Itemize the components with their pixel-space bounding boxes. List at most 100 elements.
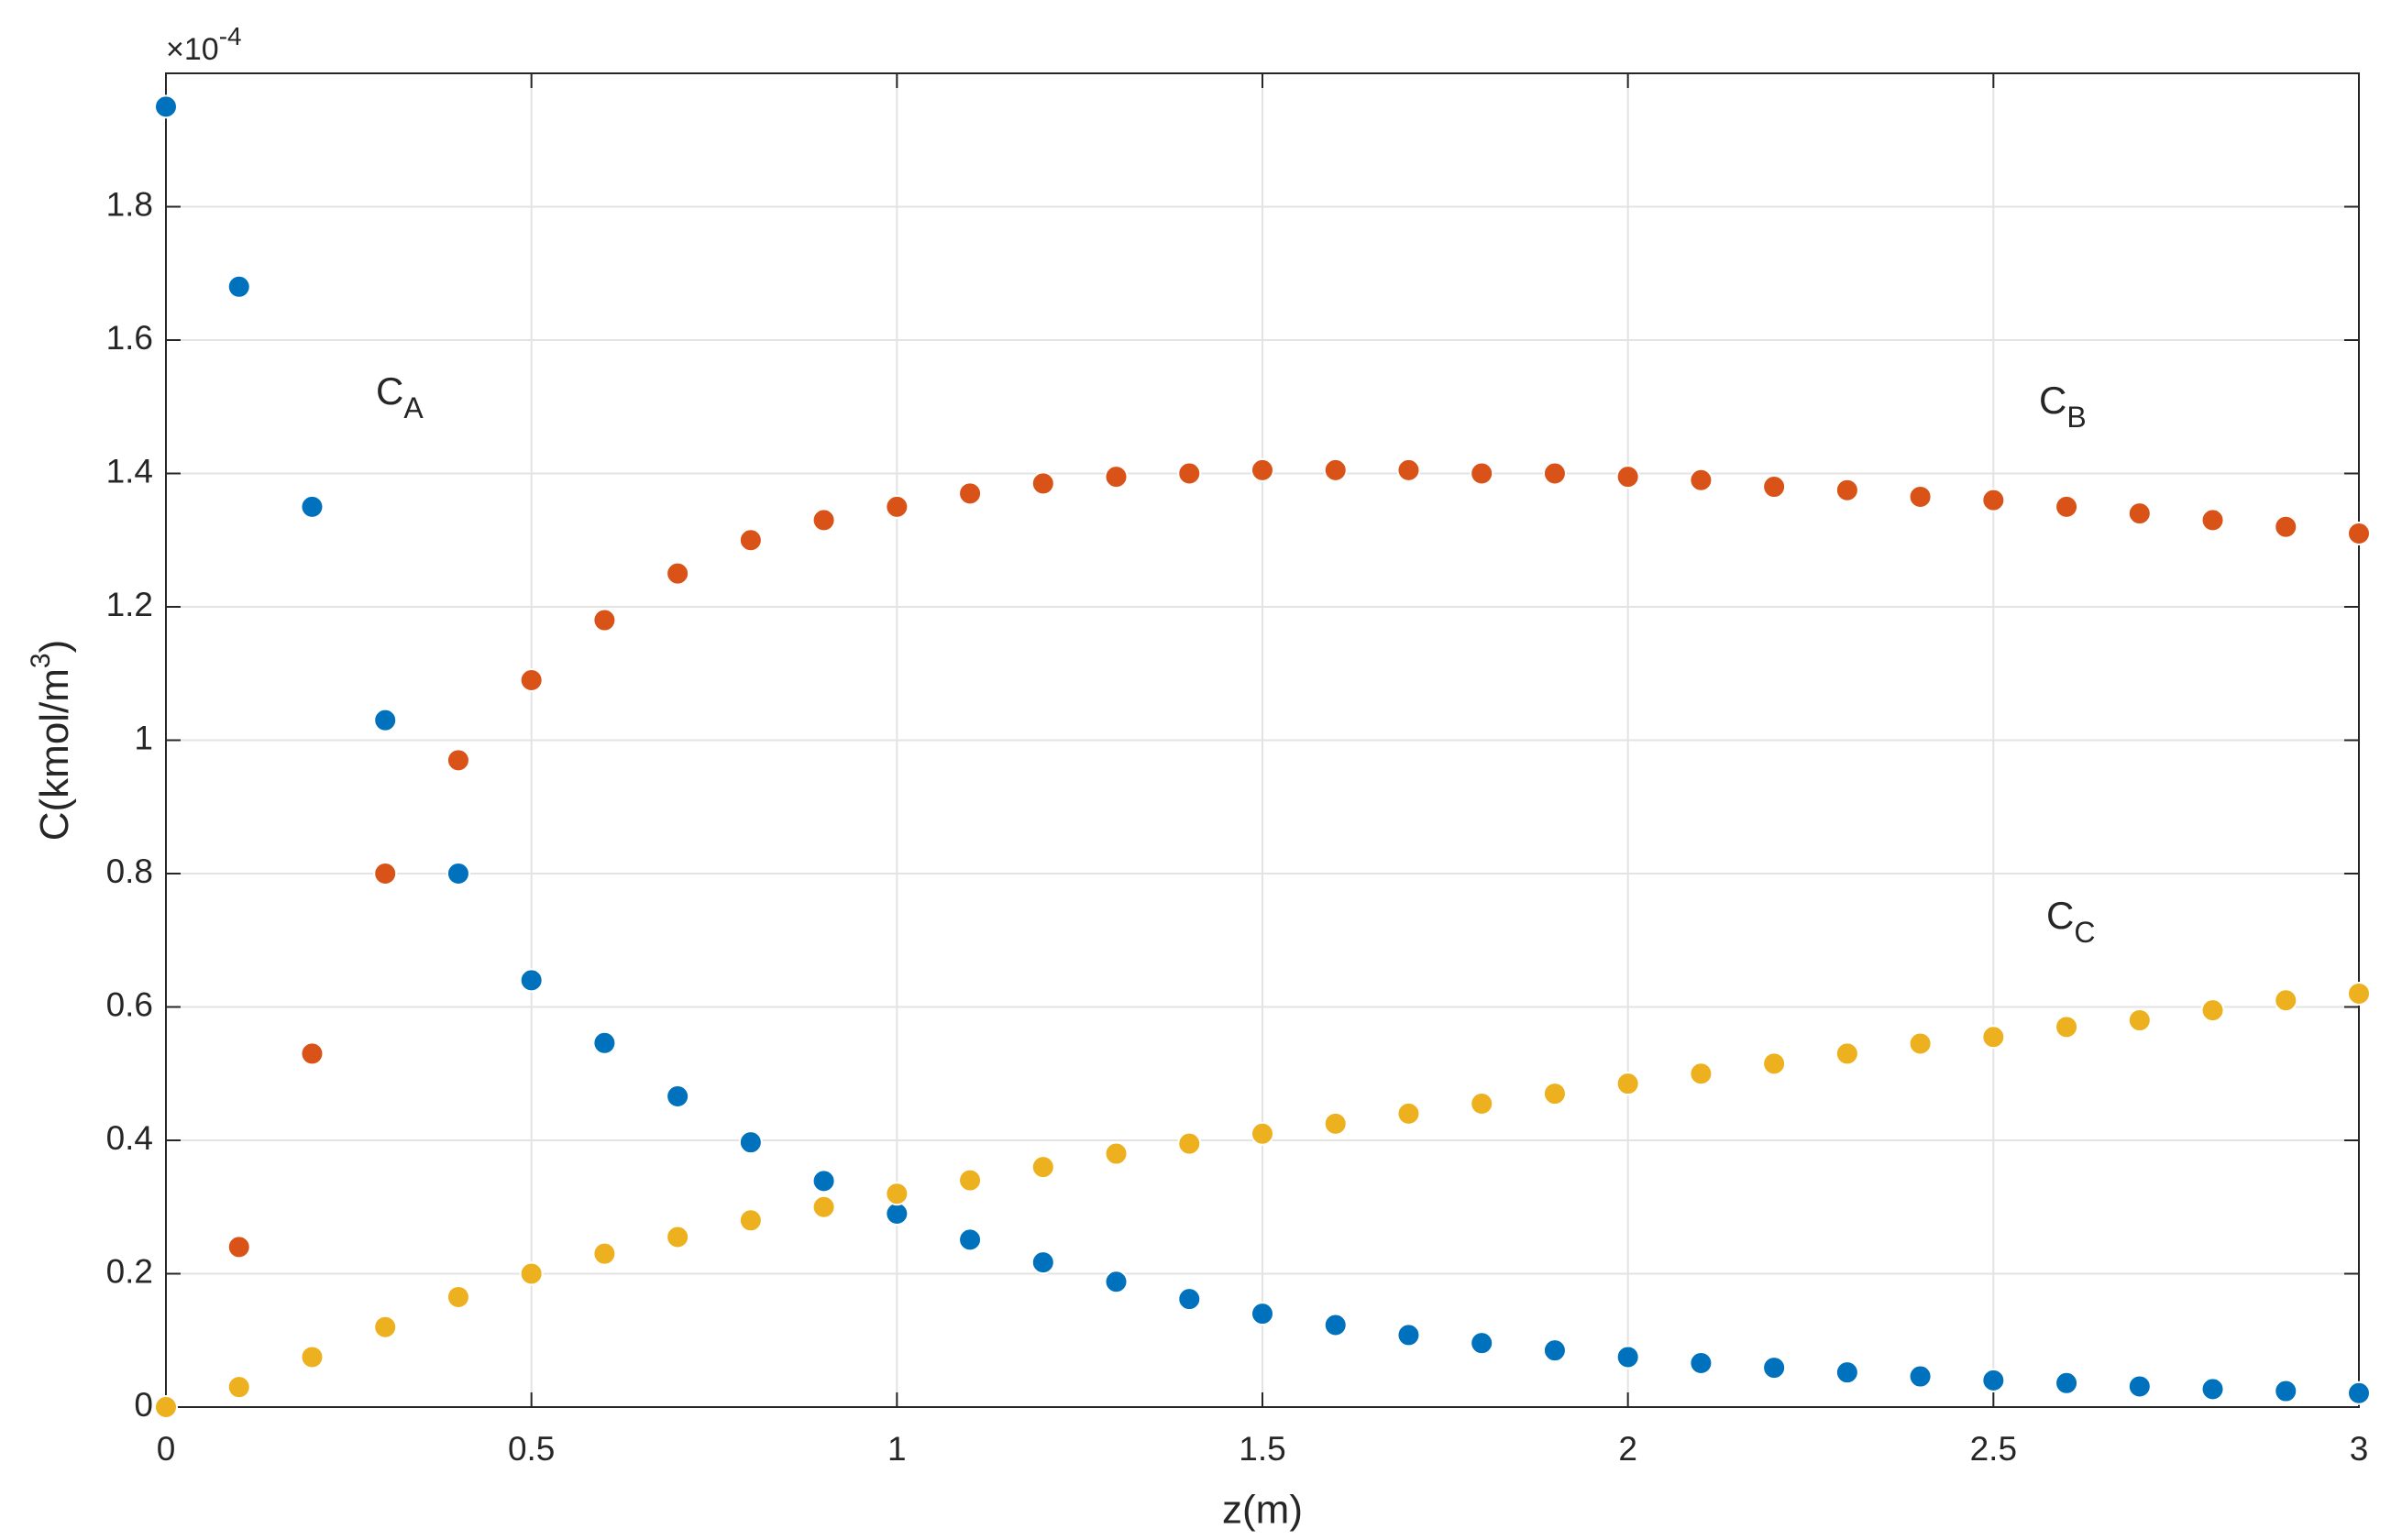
y-axis-label: C(kmol/m3): [26, 640, 77, 842]
annotation: CB: [2039, 379, 2087, 434]
data-point: [1030, 471, 1055, 496]
data-point: [738, 528, 763, 553]
data-point: [2055, 1015, 2079, 1040]
data-point: [1396, 1323, 1421, 1348]
data-point: [1104, 1141, 1129, 1166]
data-point: [300, 494, 325, 519]
data-point: [1835, 478, 1859, 502]
data-point: [2055, 1370, 2079, 1395]
x-tick-label: 2: [1618, 1430, 1637, 1468]
data-point: [1251, 1121, 1274, 1146]
data-point: [300, 1345, 325, 1370]
y-multiplier: ×10-4: [166, 22, 242, 67]
data-point: [1030, 1155, 1055, 1180]
data-point: [1835, 1360, 1859, 1385]
data-point: [666, 1225, 690, 1249]
y-axis-label-text: C(kmol/m: [32, 668, 77, 841]
data-point: [1104, 1270, 1129, 1294]
data-point: [2127, 501, 2152, 526]
data-point: [2200, 998, 2225, 1023]
data-point: [1908, 1031, 1933, 1056]
data-point: [1030, 1250, 1055, 1275]
data-point: [2347, 1380, 2371, 1405]
y-tick-label: 1.4: [106, 452, 153, 490]
x-tick-label: 3: [2350, 1430, 2369, 1468]
y-tick-label: 1.2: [106, 586, 153, 623]
data-point: [1396, 1101, 1421, 1126]
data-point: [1470, 1091, 1494, 1116]
data-point: [373, 862, 398, 886]
y-tick-label: 1.8: [106, 185, 153, 223]
data-point: [1323, 1313, 1348, 1337]
annotation: CC: [2046, 894, 2095, 949]
annotation-text: C: [2046, 894, 2074, 937]
data-point: [666, 561, 690, 586]
data-point: [958, 1227, 983, 1252]
annotation-text: C: [2039, 379, 2066, 422]
data-point: [2274, 514, 2298, 539]
data-point: [885, 494, 909, 519]
data-point: [446, 1284, 470, 1309]
annotation: CA: [376, 369, 424, 424]
data-point: [1689, 1062, 1713, 1086]
data-point: [1762, 475, 1787, 500]
x-tick-label: 1: [887, 1430, 907, 1468]
data-point: [519, 1261, 544, 1286]
y-multiplier-exponent: -4: [219, 22, 242, 50]
y-multiplier-base: ×10: [166, 32, 219, 67]
y-tick-label: 0.6: [106, 985, 153, 1023]
data-point: [2200, 1377, 2225, 1402]
data-point: [2127, 1374, 2152, 1399]
data-point: [2274, 1379, 2298, 1403]
data-point: [666, 1084, 690, 1108]
data-point: [1762, 1051, 1787, 1076]
data-point: [519, 668, 544, 693]
annotation-text: C: [376, 369, 403, 412]
data-point: [1981, 1368, 2006, 1392]
x-tick-label: 2.5: [1970, 1430, 2017, 1468]
data-point: [154, 94, 178, 119]
data-point: [1251, 1302, 1274, 1326]
data-point: [1542, 461, 1567, 486]
data-point: [2347, 521, 2371, 545]
y-tick-label: 1: [134, 719, 153, 756]
y-tick-label: 0.2: [106, 1252, 153, 1290]
data-point: [738, 1208, 763, 1233]
x-axis-label: z(m): [1222, 1488, 1303, 1533]
data-point: [1981, 488, 2006, 512]
x-tick-label: 1.5: [1239, 1430, 1285, 1468]
y-axis-label-sup: 3: [26, 653, 56, 668]
data-point: [1615, 1072, 1640, 1096]
annotation-sub: C: [2074, 916, 2095, 949]
data-point: [446, 748, 470, 773]
data-point: [1689, 468, 1713, 492]
data-point: [1470, 461, 1494, 486]
data-point: [300, 1041, 325, 1066]
data-point: [1835, 1041, 1859, 1066]
data-point: [958, 481, 983, 506]
data-point: [1542, 1338, 1567, 1363]
data-point: [1323, 1111, 1348, 1136]
data-point: [811, 1194, 836, 1219]
data-point: [811, 508, 836, 533]
y-axis-label-after: ): [32, 640, 77, 654]
data-point: [958, 1168, 983, 1193]
data-point: [373, 708, 398, 732]
y-tick-label: 1.6: [106, 319, 153, 357]
data-point: [1762, 1356, 1787, 1380]
data-point: [592, 608, 617, 632]
data-point: [1177, 1287, 1202, 1312]
x-tick-label: 0.5: [508, 1430, 555, 1468]
data-point: [1615, 1345, 1640, 1370]
data-point: [446, 862, 470, 886]
data-point: [2055, 494, 2079, 519]
data-point: [519, 968, 544, 993]
data-point: [1542, 1082, 1567, 1106]
y-tick-label: 0: [134, 1386, 153, 1424]
data-point: [592, 1030, 617, 1055]
data-point: [2200, 508, 2225, 533]
data-point: [2127, 1008, 2152, 1033]
data-point: [1177, 1131, 1202, 1156]
data-point: [1689, 1350, 1713, 1375]
